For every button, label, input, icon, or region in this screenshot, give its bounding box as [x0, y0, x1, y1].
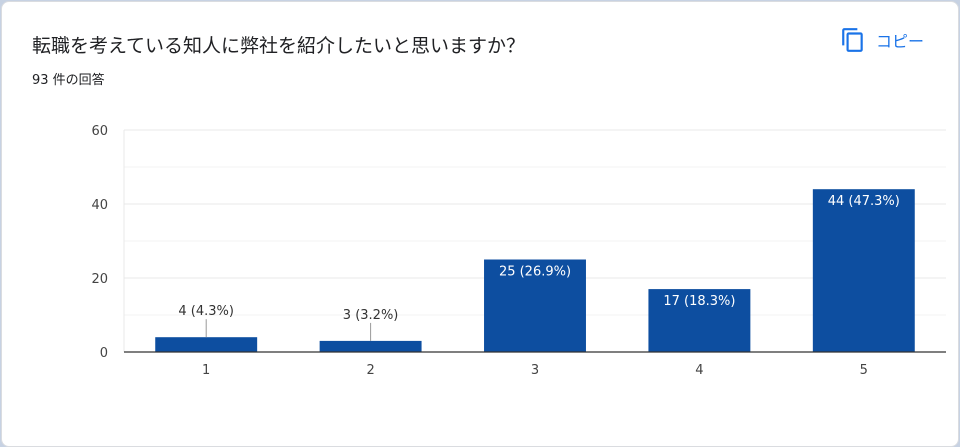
copy-button[interactable]: コピー: [832, 22, 932, 58]
data-label-5: 44 (47.3%): [828, 194, 900, 209]
y-tick-label: 60: [91, 124, 108, 139]
x-tick-label-5: 5: [860, 363, 868, 378]
data-label-3: 25 (26.9%): [499, 265, 571, 280]
bar-5: [812, 189, 915, 352]
bar-2: [319, 340, 422, 352]
bar-4: [648, 289, 751, 352]
x-tick-label-4: 4: [695, 363, 703, 378]
copy-button-label: コピー: [876, 32, 925, 51]
response-count: 93 件の回答: [32, 73, 105, 88]
y-tick-label: 40: [91, 198, 108, 213]
x-tick-label-3: 3: [531, 363, 539, 378]
copy-icon: [842, 28, 863, 52]
data-label-4: 17 (18.3%): [663, 294, 735, 309]
x-tick-label-1: 1: [202, 363, 210, 378]
data-label-1: 4 (4.3%): [178, 304, 234, 319]
question-title: 転職を考えている知人に弊社を紹介したいと思いますか？: [32, 35, 526, 57]
data-label-2: 3 (3.2%): [343, 308, 399, 323]
bar-3: [484, 259, 586, 352]
y-tick-label: 20: [91, 272, 108, 287]
bar-1: [155, 337, 258, 352]
x-tick-label-2: 2: [366, 363, 374, 378]
y-tick-label: 0: [100, 346, 108, 361]
